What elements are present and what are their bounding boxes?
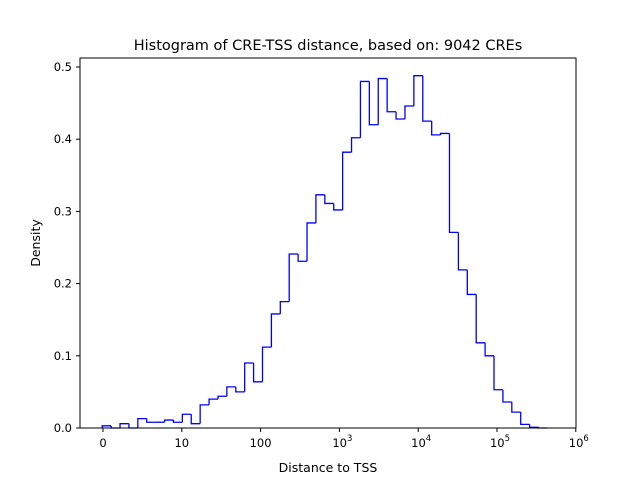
- histogram-bin: [439, 132, 450, 135]
- y-tick-label: 0.5: [54, 60, 72, 74]
- histogram-bin: [502, 389, 512, 403]
- plot-frame: [79, 57, 577, 429]
- histogram-bin: [448, 133, 459, 233]
- histogram-bin: [270, 313, 281, 348]
- x-tick-label: 0: [99, 436, 106, 450]
- histogram-bin: [520, 412, 530, 426]
- histogram-bin: [341, 151, 352, 210]
- histogram-bin: [333, 203, 343, 211]
- histogram-bin: [101, 425, 112, 428]
- histogram-bin: [306, 222, 316, 262]
- histogram-bin: [315, 194, 325, 223]
- x-tick-label: 10: [174, 436, 189, 450]
- histogram-bin: [528, 424, 539, 428]
- histogram-bin: [422, 75, 432, 122]
- x-axis-label: Distance to TSS: [279, 460, 378, 475]
- histogram-bin: [172, 420, 183, 423]
- histogram-bin: [457, 232, 468, 271]
- y-tick-label: 0.1: [54, 349, 72, 363]
- histogram-bin: [297, 253, 308, 262]
- histogram-bin: [350, 137, 361, 153]
- y-tick-label: 0.3: [54, 204, 72, 218]
- histogram-bin: [279, 301, 290, 314]
- histogram-bin: [475, 294, 486, 344]
- histogram-bin: [181, 413, 192, 423]
- y-axis: 0.0 0.1 0.2 0.3 0.4 0.5: [54, 60, 80, 435]
- histogram-bin: [413, 75, 423, 106]
- histogram-bin: [404, 105, 414, 119]
- histogram-bin: [511, 402, 521, 413]
- chart-title: Histogram of CRE-TSS distance, based on:…: [134, 38, 523, 54]
- histogram-bin: [386, 78, 397, 113]
- y-tick-label: 0.0: [54, 421, 72, 435]
- histogram-bin: [235, 386, 245, 393]
- histogram-bin: [431, 121, 441, 136]
- x-tick-label: 104: [411, 434, 431, 450]
- histogram-bin: [217, 395, 227, 400]
- histogram-bin: [208, 398, 218, 405]
- histogram-bin: [226, 386, 236, 397]
- histogram-bin: [484, 342, 495, 357]
- histogram-bin: [466, 269, 477, 296]
- histogram-bin: [368, 81, 379, 126]
- histogram-bin: [395, 111, 405, 120]
- histogram-bin: [493, 355, 503, 391]
- histogram-bin: [252, 363, 263, 383]
- x-tick-label: 106: [569, 434, 589, 450]
- histogram-steps: [101, 75, 548, 429]
- y-axis-label: Density: [28, 219, 43, 267]
- histogram-bin: [146, 418, 156, 423]
- x-axis: 0 10 100 103 104 105 106: [99, 428, 589, 450]
- histogram-bin: [261, 346, 272, 382]
- histogram-bin: [377, 77, 388, 125]
- histogram-bin: [324, 194, 334, 205]
- histogram-bin: [119, 423, 129, 428]
- histogram-bin: [199, 404, 210, 424]
- x-tick-label: 105: [490, 434, 510, 450]
- x-tick-label: 103: [332, 434, 352, 450]
- histogram-bin: [244, 362, 254, 392]
- histogram-bin: [288, 253, 299, 302]
- histogram-bin: [359, 80, 370, 138]
- histogram-bin: [137, 417, 147, 428]
- x-tick-label: 100: [250, 436, 272, 450]
- y-tick-label: 0.2: [54, 277, 72, 291]
- histogram-bin: [163, 419, 174, 423]
- y-tick-label: 0.4: [54, 132, 72, 146]
- histogram-bin: [190, 414, 201, 425]
